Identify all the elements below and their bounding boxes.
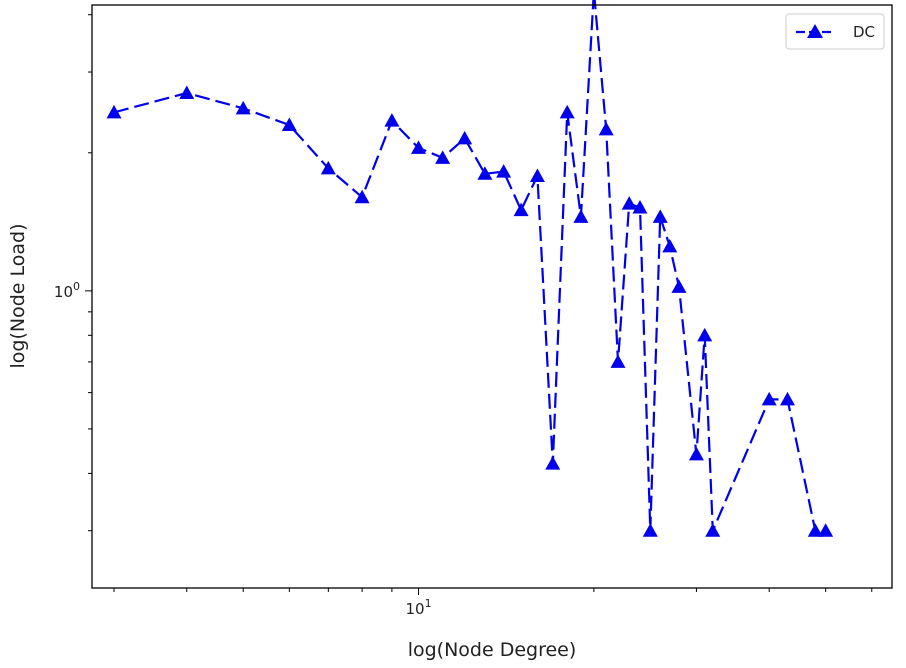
data-point-16	[559, 104, 575, 119]
data-point-2	[179, 85, 195, 100]
data-point-32	[807, 523, 823, 537]
legend-marker	[807, 24, 823, 38]
data-point-3	[235, 100, 251, 115]
data-point-6	[354, 189, 370, 204]
data-point-12	[496, 164, 512, 178]
data-point-33	[818, 523, 834, 537]
data-point-14	[529, 168, 545, 183]
data-point-13	[513, 202, 529, 217]
data-point-21	[621, 196, 637, 210]
data-point-10	[457, 130, 473, 145]
series-line-dc	[113, 0, 826, 532]
plot-frame	[91, 4, 893, 589]
data-point-29	[705, 523, 721, 537]
data-point-22	[632, 199, 648, 214]
ticks-layer: 101 100	[54, 14, 873, 618]
data-point-15	[545, 456, 561, 470]
data-point-7	[384, 113, 400, 127]
data-point-19	[598, 121, 614, 136]
legend: DC	[785, 13, 885, 50]
data-point-17	[573, 209, 589, 223]
data-point-1	[106, 104, 122, 119]
data-point-4	[281, 117, 297, 131]
data-point-23	[642, 523, 658, 537]
data-point-30	[761, 391, 777, 406]
data-point-26	[671, 279, 687, 293]
data-point-11	[477, 166, 493, 180]
x-tick-label: 101	[405, 597, 431, 618]
data-point-28	[697, 327, 713, 342]
data-point-5	[320, 160, 336, 175]
y-tick-label: 100	[54, 280, 80, 301]
x-axis-label: log(Node Degree)	[408, 639, 577, 661]
data-point-20	[610, 354, 626, 368]
data-point-9	[435, 150, 451, 164]
legend-box	[785, 13, 885, 50]
data-point-27	[688, 446, 704, 461]
plot-layer	[106, 0, 834, 537]
y-axis-label: log(Node Load)	[7, 224, 29, 369]
data-point-31	[779, 391, 795, 406]
data-point-24	[652, 209, 668, 223]
data-point-25	[662, 238, 678, 253]
legend-label-dc: DC	[853, 23, 875, 41]
data-point-8	[411, 140, 427, 154]
